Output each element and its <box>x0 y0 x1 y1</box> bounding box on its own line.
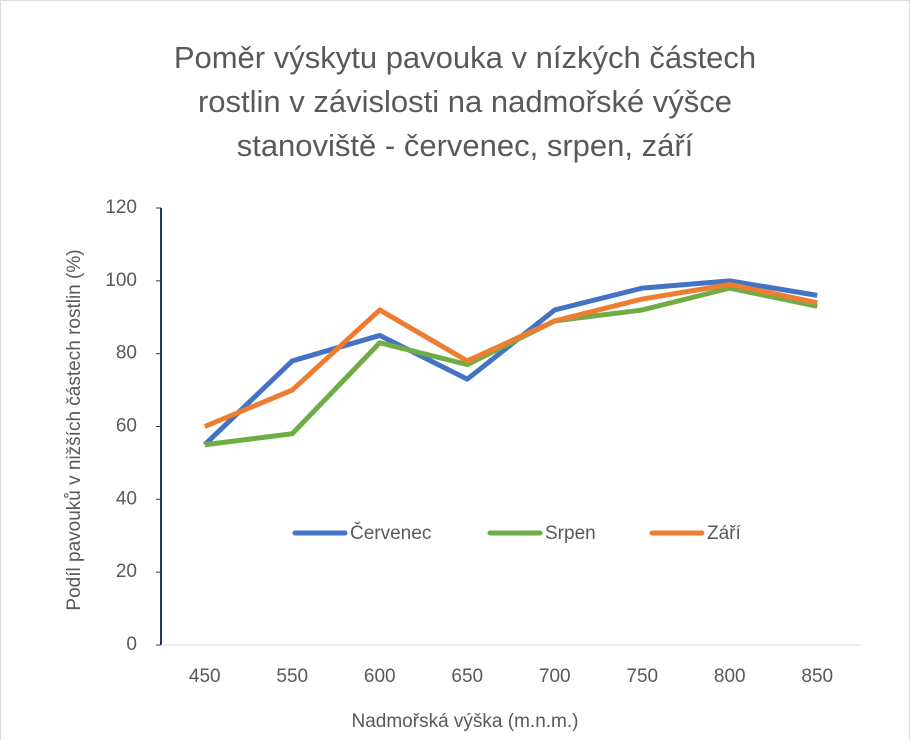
y-tick-label: 100 <box>105 270 137 291</box>
x-tick-label: 450 <box>189 666 221 687</box>
y-axis-label: Podíl pavouků v nižších částech rostlin … <box>64 249 85 610</box>
x-tick-label: 750 <box>626 666 658 687</box>
x-axis-label: Nadmořská výška (m.n.m.) <box>352 711 579 732</box>
y-tick-label: 20 <box>116 561 137 582</box>
y-tick-label: 80 <box>116 343 137 364</box>
y-tick-label: 120 <box>105 197 137 218</box>
x-tick-label: 600 <box>364 666 396 687</box>
line-series <box>203 278 818 447</box>
x-tick-label: 800 <box>714 666 746 687</box>
y-tick-label: 0 <box>126 634 137 655</box>
legend-label: Červenec <box>350 522 431 544</box>
y-tick-label: 40 <box>116 488 137 509</box>
y-tick-label: 60 <box>116 416 137 437</box>
x-tick-label: 850 <box>801 666 833 687</box>
x-tick-label: 650 <box>451 666 483 687</box>
x-tick-label: 700 <box>539 666 571 687</box>
x-tick-label: 550 <box>276 666 308 687</box>
line-series <box>203 281 818 429</box>
chart-title: Poměr výskytu pavouka v nízkých částech … <box>173 40 757 163</box>
legend-label: Září <box>707 523 742 544</box>
legend-label: Srpen <box>545 523 596 544</box>
line-series <box>204 285 818 448</box>
